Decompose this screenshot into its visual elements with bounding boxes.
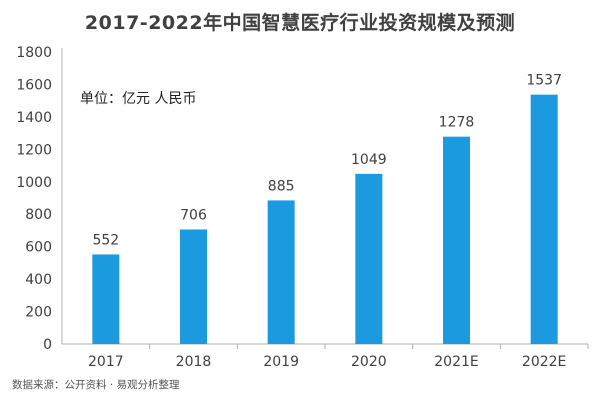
data-label: 885	[268, 178, 295, 194]
bar	[530, 94, 558, 344]
x-tick-label: 2021E	[434, 354, 478, 370]
y-tick-label: 200	[25, 305, 52, 321]
bar	[267, 200, 295, 344]
x-tick-label: 2020	[351, 354, 387, 370]
data-label: 552	[92, 232, 119, 248]
source-note: 数据来源：公开资料 · 易观分析整理	[12, 379, 180, 391]
bar	[355, 173, 383, 344]
bar	[92, 254, 120, 344]
x-tick-label: 2022E	[522, 354, 566, 370]
y-tick-label: 400	[25, 272, 52, 288]
data-label: 1537	[526, 73, 562, 89]
y-tick-label: 1400	[16, 110, 52, 126]
bar	[443, 136, 470, 344]
y-tick-label: 0	[43, 337, 52, 353]
y-tick-label: 600	[25, 240, 52, 256]
x-tick-label: 2017	[88, 354, 124, 370]
y-tick-label: 1600	[16, 77, 52, 93]
data-label: 1278	[439, 115, 475, 131]
y-tick-label: 1200	[16, 142, 52, 158]
data-label: 1049	[351, 152, 387, 168]
chart-title: 2017-2022年中国智慧医疗行业投资规模及预测	[84, 12, 516, 34]
x-tick-label: 2018	[176, 354, 212, 370]
y-tick-label: 1000	[16, 175, 52, 191]
bar	[180, 229, 207, 344]
data-label: 706	[180, 207, 207, 223]
y-tick-label: 800	[25, 207, 52, 223]
y-tick-label: 1800	[16, 45, 52, 61]
unit-label: 单位：亿元 人民币	[80, 91, 197, 107]
x-tick-label: 2019	[263, 354, 299, 370]
